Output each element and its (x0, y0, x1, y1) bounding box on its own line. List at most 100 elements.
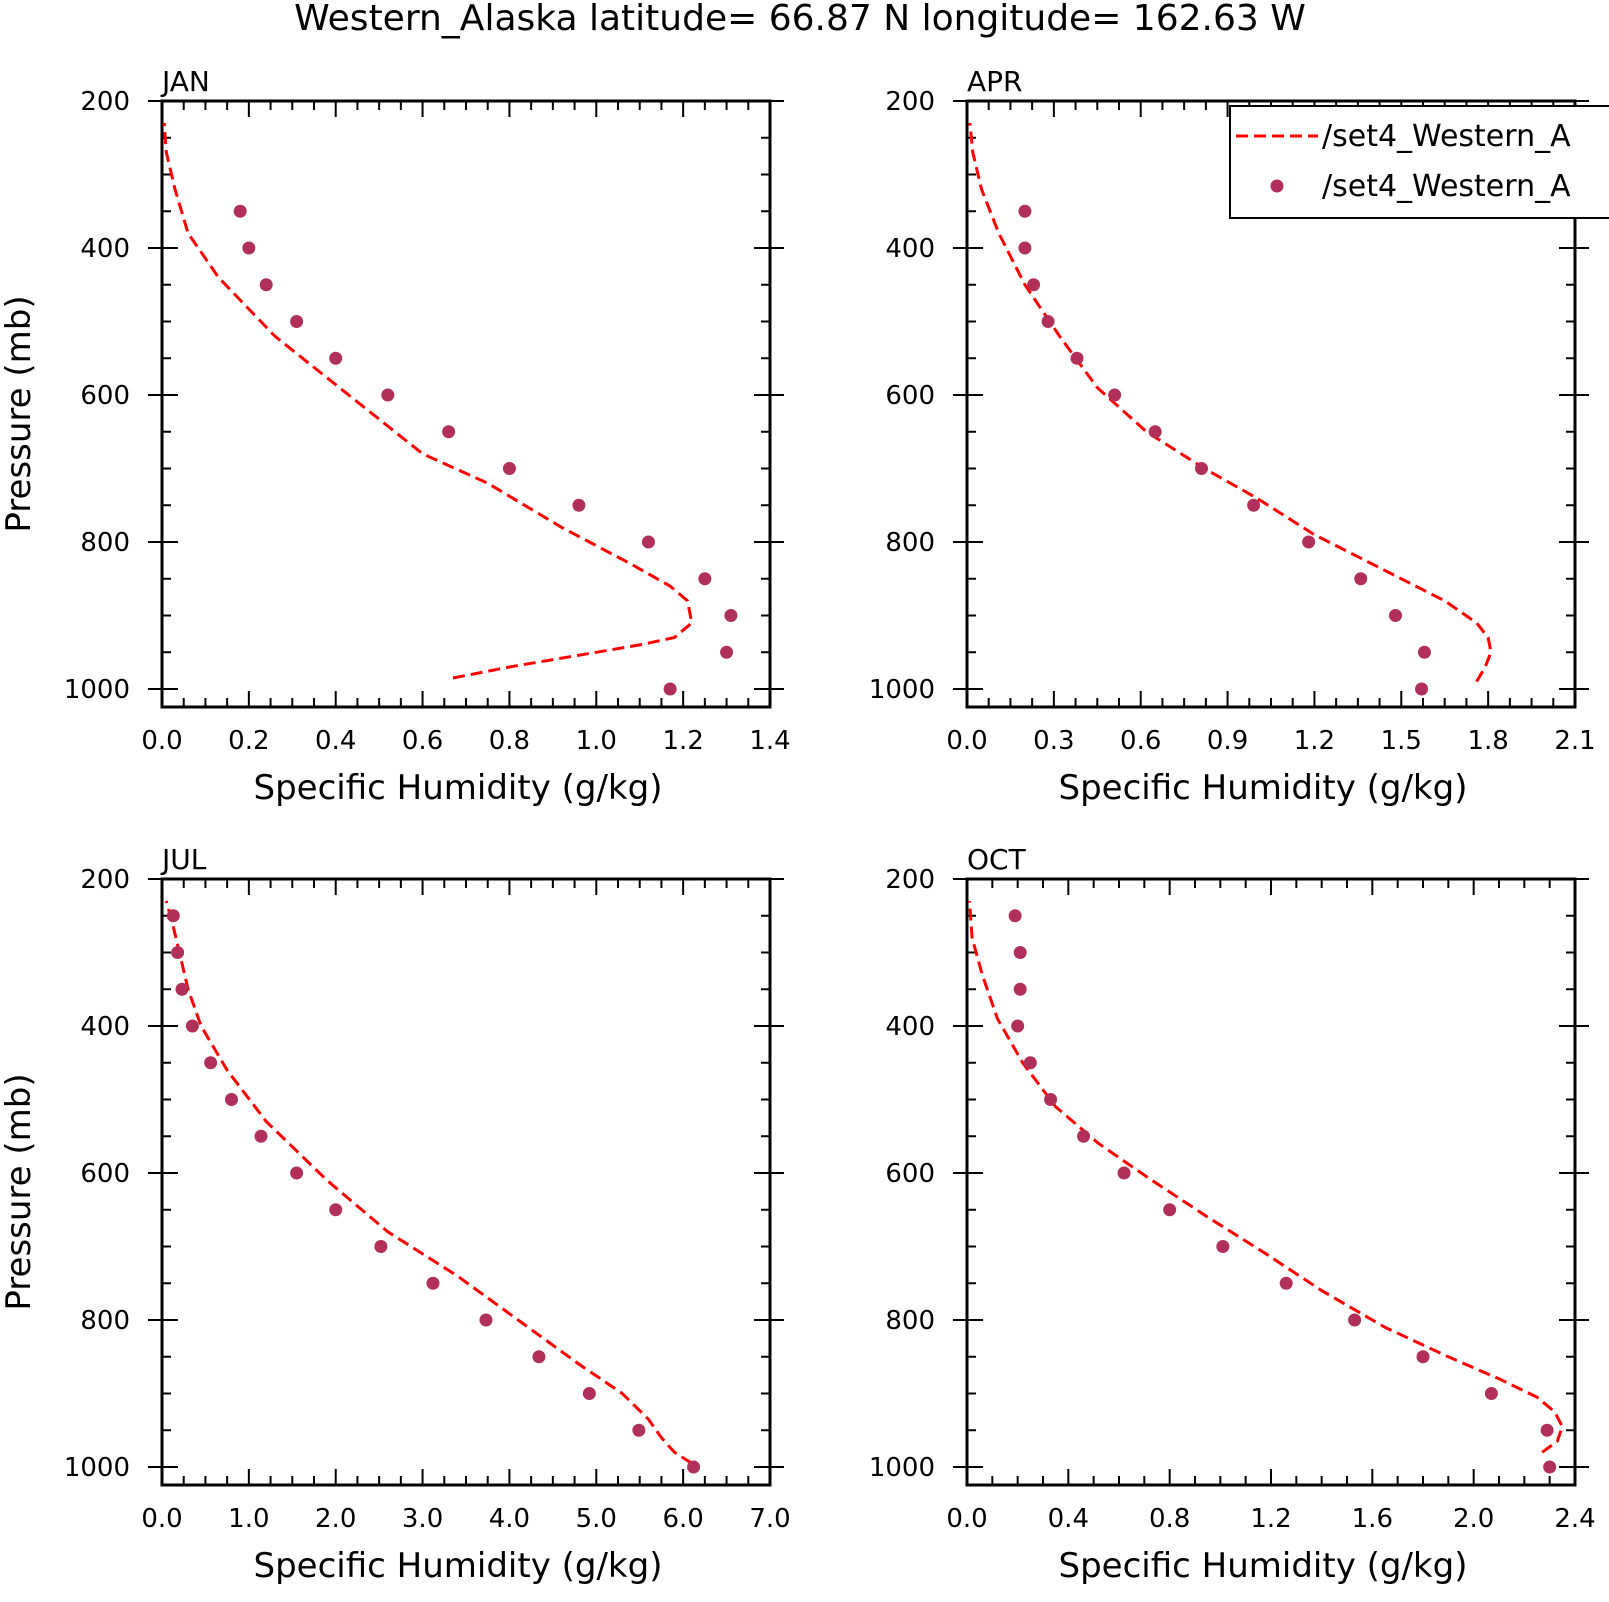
obs-point (175, 982, 189, 996)
obs-point (233, 204, 247, 218)
obs-point (1018, 204, 1032, 218)
legend-label: /set4_Western_A (1322, 169, 1571, 204)
obs-point (663, 682, 677, 696)
obs-point (502, 462, 516, 475)
panel-label: JAN (160, 65, 210, 98)
plot-frame (160, 99, 772, 709)
x-tick-label: 0.6 (402, 726, 443, 756)
obs-point (572, 498, 586, 512)
obs-point (532, 1350, 546, 1364)
legend-marker-swatch (1270, 179, 1284, 193)
obs-point (1216, 1240, 1230, 1253)
model-series-line (162, 122, 694, 680)
obs-point (1023, 1056, 1037, 1070)
obs-point (1195, 462, 1209, 475)
obs-point (242, 241, 256, 255)
x-tick-label: 1.0 (576, 726, 617, 756)
obs-point (632, 1423, 646, 1437)
x-tick-label: 0.9 (1207, 726, 1248, 756)
x-tick-label: 0.4 (1048, 1504, 1089, 1534)
obs-point (1302, 535, 1316, 549)
obs-point (224, 1093, 238, 1106)
obs-point (171, 946, 185, 959)
obs-point (442, 425, 456, 439)
panel-label: APR (967, 65, 1023, 98)
x-axis-label: Specific Humidity (g/kg) (1059, 1546, 1468, 1586)
obs-point (381, 388, 395, 402)
y-tick-label: 600 (885, 1159, 935, 1189)
y-tick-label: 1000 (64, 1453, 130, 1483)
obs-point (1018, 241, 1032, 255)
x-tick-label: 0.0 (946, 726, 987, 756)
obs-point (290, 1166, 304, 1180)
obs-point (1041, 315, 1055, 328)
obs-point (1163, 1203, 1177, 1217)
y-tick-label: 1000 (869, 1453, 935, 1483)
y-tick-label: 200 (885, 87, 935, 117)
x-tick-label: 1.2 (1250, 1504, 1291, 1534)
x-axis-label: Specific Humidity (g/kg) (254, 1546, 663, 1586)
obs-point (329, 351, 343, 365)
obs-point (1044, 1093, 1058, 1106)
model-series-line (968, 122, 1493, 683)
x-tick-label: 0.8 (489, 726, 530, 756)
y-tick-label: 800 (885, 528, 935, 558)
y-tick-label: 800 (80, 528, 130, 558)
obs-point (1011, 1019, 1025, 1033)
x-tick-label: 7.0 (749, 1504, 790, 1534)
obs-point (374, 1240, 388, 1253)
obs-point (1540, 1423, 1554, 1437)
model-series-line (164, 900, 693, 1465)
obs-point (1484, 1387, 1498, 1400)
obs-point (1354, 572, 1368, 586)
x-tick-label: 2.0 (1453, 1504, 1494, 1534)
x-tick-label: 1.0 (228, 1504, 269, 1534)
x-tick-label: 0.0 (141, 726, 182, 756)
x-tick-label: 0.4 (315, 726, 356, 756)
obs-point (1117, 1166, 1131, 1180)
panels: JAN 0.0 0.2 0.4 0.6 0.8 1.0 1.2 1.4 200 400 600 800 1… (0, 65, 1596, 1586)
obs-point (687, 1460, 701, 1474)
obs-point (1416, 1350, 1430, 1364)
obs-point (166, 909, 180, 923)
x-tick-label: 0.3 (1033, 726, 1074, 756)
legend: /set4_Western_A/set4_Western_A (1229, 105, 1609, 219)
obs-point (1388, 609, 1402, 622)
obs-point (329, 1203, 343, 1217)
figure-title: Western_Alaska latitude= 66.87 N longitu… (294, 0, 1306, 39)
obs-point (259, 278, 273, 292)
obs-point (582, 1387, 596, 1400)
obs-point (720, 645, 734, 659)
x-axis-label: Specific Humidity (g/kg) (1059, 768, 1468, 808)
legend-box (1229, 105, 1609, 219)
y-tick-label: 600 (80, 381, 130, 411)
x-tick-label: 2.4 (1554, 1504, 1595, 1534)
model-series-line (968, 900, 1564, 1454)
obs-point (1008, 909, 1022, 923)
y-tick-label: 600 (80, 1159, 130, 1189)
plot-frame (160, 877, 772, 1487)
obs-point (1027, 278, 1041, 292)
y-tick-label: 400 (80, 234, 130, 264)
x-tick-label: 0.8 (1149, 1504, 1190, 1534)
y-tick-label: 800 (885, 1306, 935, 1336)
panel-label: JUL (160, 843, 207, 876)
y-axis-label: Pressure (mb) (0, 1073, 39, 1310)
obs-point (290, 315, 304, 328)
panel-apr: APR 0.0 0.3 0.6 0.9 1.2 1.5 1.8 2.1 200 400 600 800 1… (869, 65, 1596, 808)
y-tick-label: 1000 (869, 675, 935, 705)
x-tick-label: 0.2 (228, 726, 269, 756)
obs-point (1415, 682, 1429, 696)
obs-point (1348, 1313, 1362, 1327)
panel-jan: JAN 0.0 0.2 0.4 0.6 0.8 1.0 1.2 1.4 200 400 600 800 1… (0, 65, 791, 808)
x-tick-label: 0.0 (141, 1504, 182, 1534)
x-tick-label: 3.0 (402, 1504, 443, 1534)
obs-point (1247, 498, 1261, 512)
x-tick-label: 2.1 (1554, 726, 1595, 756)
obs-point (426, 1276, 440, 1290)
panel-label: OCT (967, 843, 1027, 876)
x-tick-label: 2.0 (315, 1504, 356, 1534)
panel-jul: JUL 0.0 1.0 2.0 3.0 4.0 5.0 6.0 7.0 200 400 600 800 1… (0, 843, 791, 1586)
obs-point (204, 1056, 218, 1070)
